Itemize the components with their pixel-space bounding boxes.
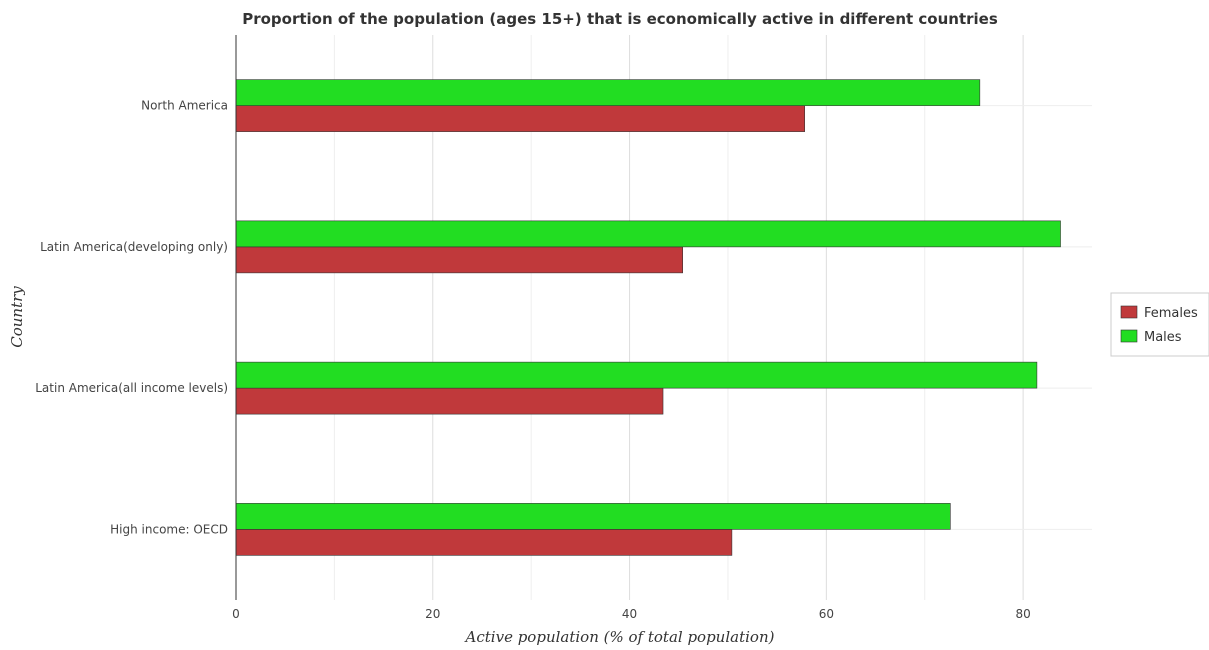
bar-females-1 [235,387,664,415]
legend-label-females: Females [1144,306,1198,321]
x-tick-label: 80 [1015,607,1030,621]
x-tick-label: 20 [425,607,440,621]
bar-males-3 [235,79,981,106]
y-tick-label: Latin America(all income levels) [35,381,228,395]
bars [235,79,1061,556]
x-tick-label: 60 [819,607,834,621]
legend-swatch-males [1120,329,1138,343]
x-tick-label: 0 [232,607,240,621]
chart-title: Proportion of the population (ages 15+) … [242,10,998,28]
bar-females-2 [235,246,683,274]
bar-females-0 [235,529,733,556]
axes: High income: OECD Latin America(all incom… [35,35,1031,621]
bar-males-2 [235,220,1061,248]
legend-swatch-females [1120,305,1138,319]
legend: Females Males [1110,292,1209,357]
y-tick-label: North America [141,99,228,113]
y-tick-label: Latin America(developing only) [40,240,228,254]
x-tick-label: 40 [622,607,637,621]
bar-females-3 [235,105,805,132]
legend-box [1110,292,1209,357]
y-axis-label: Country [8,286,26,348]
x-axis-label: Active population (% of total population… [464,628,775,646]
legend-label-males: Males [1144,330,1182,345]
bar-males-1 [235,361,1038,389]
bar-males-0 [235,503,951,530]
y-tick-label: High income: OECD [110,522,228,536]
